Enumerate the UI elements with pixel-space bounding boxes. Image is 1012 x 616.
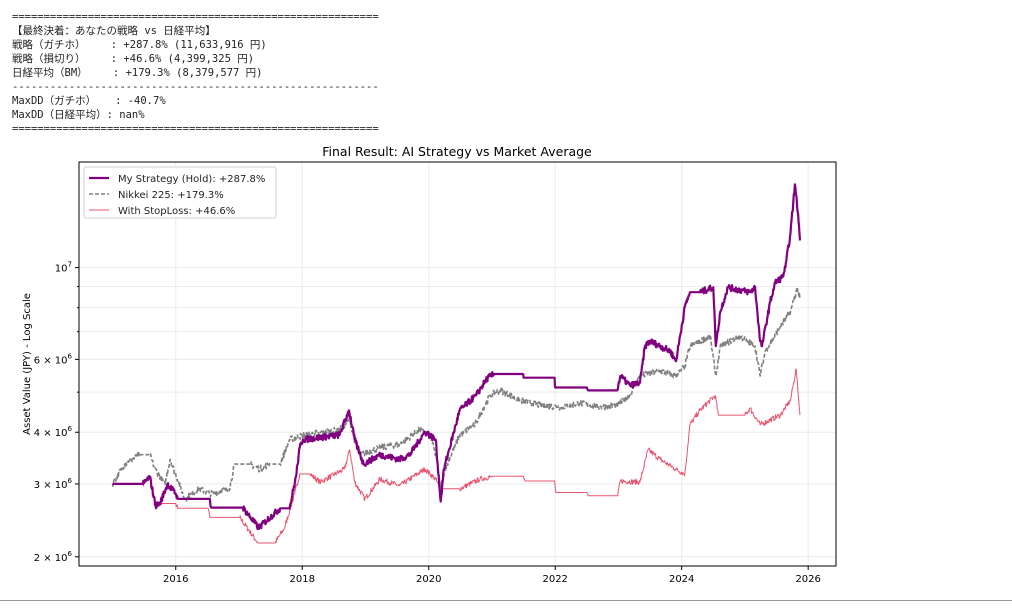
legend-label: My Strategy (Hold): +287.8% bbox=[118, 174, 265, 185]
y-tick-exponent: 6 bbox=[68, 550, 73, 558]
y-tick-base: 4 bbox=[34, 428, 40, 439]
series-line-stoploss bbox=[112, 368, 801, 544]
x-tick-label: 2018 bbox=[290, 574, 315, 585]
y-tick-label: 4 × 106 bbox=[34, 425, 73, 439]
divider-line: ----------------------------------------… bbox=[12, 81, 379, 93]
x-tick-label: 2020 bbox=[416, 574, 441, 585]
y-tick-base: 6 bbox=[34, 355, 40, 366]
separator-line: ========================================… bbox=[12, 11, 379, 23]
console-line: 戦略（損切り） : +46.6% (4,399,325 円) bbox=[12, 53, 255, 65]
x-tick-label: 2016 bbox=[163, 574, 188, 585]
console-line: 戦略（ガチホ） : +287.8% (11,633,916 円) bbox=[12, 39, 267, 51]
legend-box bbox=[83, 166, 277, 219]
chart-title: Final Result: AI Strategy vs Market Aver… bbox=[322, 144, 592, 159]
separator-line: ========================================… bbox=[12, 123, 379, 135]
series-line-hold bbox=[112, 183, 802, 531]
series-line-nikkei bbox=[111, 286, 801, 502]
y-tick-exponent: 6 bbox=[68, 352, 73, 360]
grid bbox=[79, 162, 836, 566]
y-tick-exponent: 6 bbox=[68, 477, 73, 485]
y-axis: 2 × 106 3 × 106 4 × 106 6 × 106 107 bbox=[34, 261, 79, 564]
y-axis-label: Asset Value (JPY) - Log Scale bbox=[22, 293, 33, 435]
x-axis: 2016 2018 2020 2022 2024 2026 bbox=[163, 566, 821, 585]
y-tick-base: 2 bbox=[34, 553, 40, 564]
y-tick-base: 3 bbox=[34, 480, 40, 491]
y-tick-label: 3 × 106 bbox=[34, 477, 73, 491]
y-tick-exponent: 7 bbox=[68, 261, 72, 269]
console-line: 【最終決着：あなたの戦略 vs 日経平均】 bbox=[12, 25, 216, 37]
console-line: MaxDD（日経平均）: nan% bbox=[12, 109, 145, 121]
plot-frame bbox=[78, 161, 837, 567]
y-tick-label: 6 × 106 bbox=[34, 352, 73, 366]
legend: My Strategy (Hold): +287.8% Nikkei 225: +… bbox=[83, 166, 277, 219]
y-tick-label: 2 × 106 bbox=[34, 550, 73, 564]
console-line: MaxDD（ガチホ） : -40.7% bbox=[12, 95, 166, 107]
y-tick-exponent: 6 bbox=[68, 425, 73, 433]
x-tick-label: 2024 bbox=[669, 574, 694, 585]
bottom-divider bbox=[0, 600, 1012, 601]
chart: 2016 2018 2020 2022 2024 2026 2 × 106 3 × 106 4… bbox=[22, 144, 837, 585]
legend-label: With StopLoss: +46.6% bbox=[118, 206, 235, 217]
x-tick-label: 2026 bbox=[795, 574, 820, 585]
legend-label: Nikkei 225: +179.3% bbox=[118, 190, 224, 201]
console-output: ========================================… bbox=[12, 10, 379, 136]
series-layer bbox=[111, 183, 802, 544]
x-tick-label: 2022 bbox=[542, 574, 567, 585]
y-tick-label: 107 bbox=[55, 261, 72, 275]
console-line: 日経平均（BM） : +179.3% (8,379,577 円) bbox=[12, 67, 263, 79]
